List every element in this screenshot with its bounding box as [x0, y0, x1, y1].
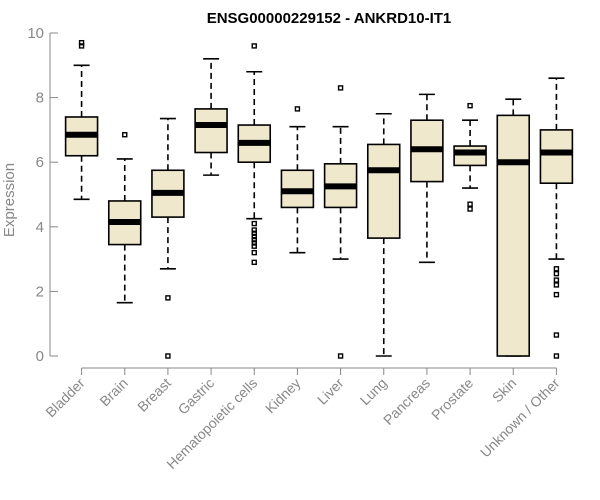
outlier-point: [122, 132, 128, 138]
outlier-point: [251, 227, 257, 233]
outlier-point: [553, 353, 560, 359]
y-tick-label: 8: [36, 90, 44, 107]
outlier-point: [78, 39, 85, 46]
outlier-point: [467, 206, 473, 212]
x-tick-label: Skin: [489, 375, 520, 406]
outlier-point: [251, 43, 257, 49]
outlier-point: [165, 295, 171, 301]
chart-title: ENSG00000229152 - ANKRD10-IT1: [207, 10, 452, 27]
box-iqr: [539, 129, 574, 184]
box-group: [194, 58, 228, 176]
outlier-point: [553, 291, 560, 298]
outlier-point: [553, 270, 560, 277]
outlier-point: [78, 43, 85, 49]
x-tick-label: Bladder: [42, 375, 88, 421]
outlier-point: [165, 353, 171, 359]
box-group: [410, 93, 444, 264]
box-group: [366, 112, 401, 357]
y-tick-label: 2: [36, 283, 44, 300]
outlier-point: [251, 237, 257, 243]
x-tick-label: Gastric: [175, 375, 218, 418]
x-tick-label: Pancreas: [380, 375, 433, 428]
outlier-point: [251, 233, 257, 240]
outlier-point: [251, 230, 257, 236]
outlier-point: [251, 243, 257, 249]
outlier-point: [337, 353, 344, 359]
x-tick-label: Brain: [96, 375, 130, 409]
outlier-point: [294, 106, 301, 112]
y-tick-label: 6: [36, 154, 44, 171]
box-group: [539, 77, 574, 359]
box-group: [107, 132, 142, 304]
box-iqr: [366, 143, 401, 239]
outlier-point: [467, 102, 473, 109]
outlier-point: [251, 220, 257, 227]
y-axis: 0 2 4 6 8 10: [27, 25, 58, 365]
x-tick-label: Kidney: [262, 375, 304, 417]
x-tick-label: Lung: [357, 375, 390, 408]
outlier-point: [251, 249, 257, 256]
outlier-point: [553, 266, 560, 272]
box-group: [323, 85, 358, 359]
y-tick-label: 10: [27, 25, 44, 42]
box-iqr: [453, 145, 487, 167]
outlier-point: [467, 201, 473, 207]
outlier-point: [553, 332, 560, 338]
x-tick-label: Liver: [314, 375, 347, 408]
box-group: [280, 106, 315, 254]
box-group: [64, 39, 99, 201]
y-axis-label: Expression: [1, 163, 18, 237]
outlier-point: [553, 277, 560, 283]
y-tick-label: 0: [36, 348, 44, 365]
x-tick-label: Prostate: [428, 375, 476, 423]
outlier-point: [553, 282, 560, 288]
x-tick-label: Breast: [134, 375, 174, 415]
outlier-point: [251, 259, 257, 266]
box-group: [453, 102, 487, 212]
box-iqr: [496, 114, 531, 357]
box-group: [496, 98, 531, 357]
y-tick-label: 4: [36, 219, 44, 236]
box-group: [151, 117, 185, 359]
x-tick-label: Unknown / Other: [477, 375, 563, 461]
outlier-point: [337, 85, 344, 91]
plot-area: [64, 39, 574, 359]
box-iqr: [194, 108, 228, 154]
box-group: [237, 43, 272, 266]
outlier-point: [251, 240, 257, 246]
